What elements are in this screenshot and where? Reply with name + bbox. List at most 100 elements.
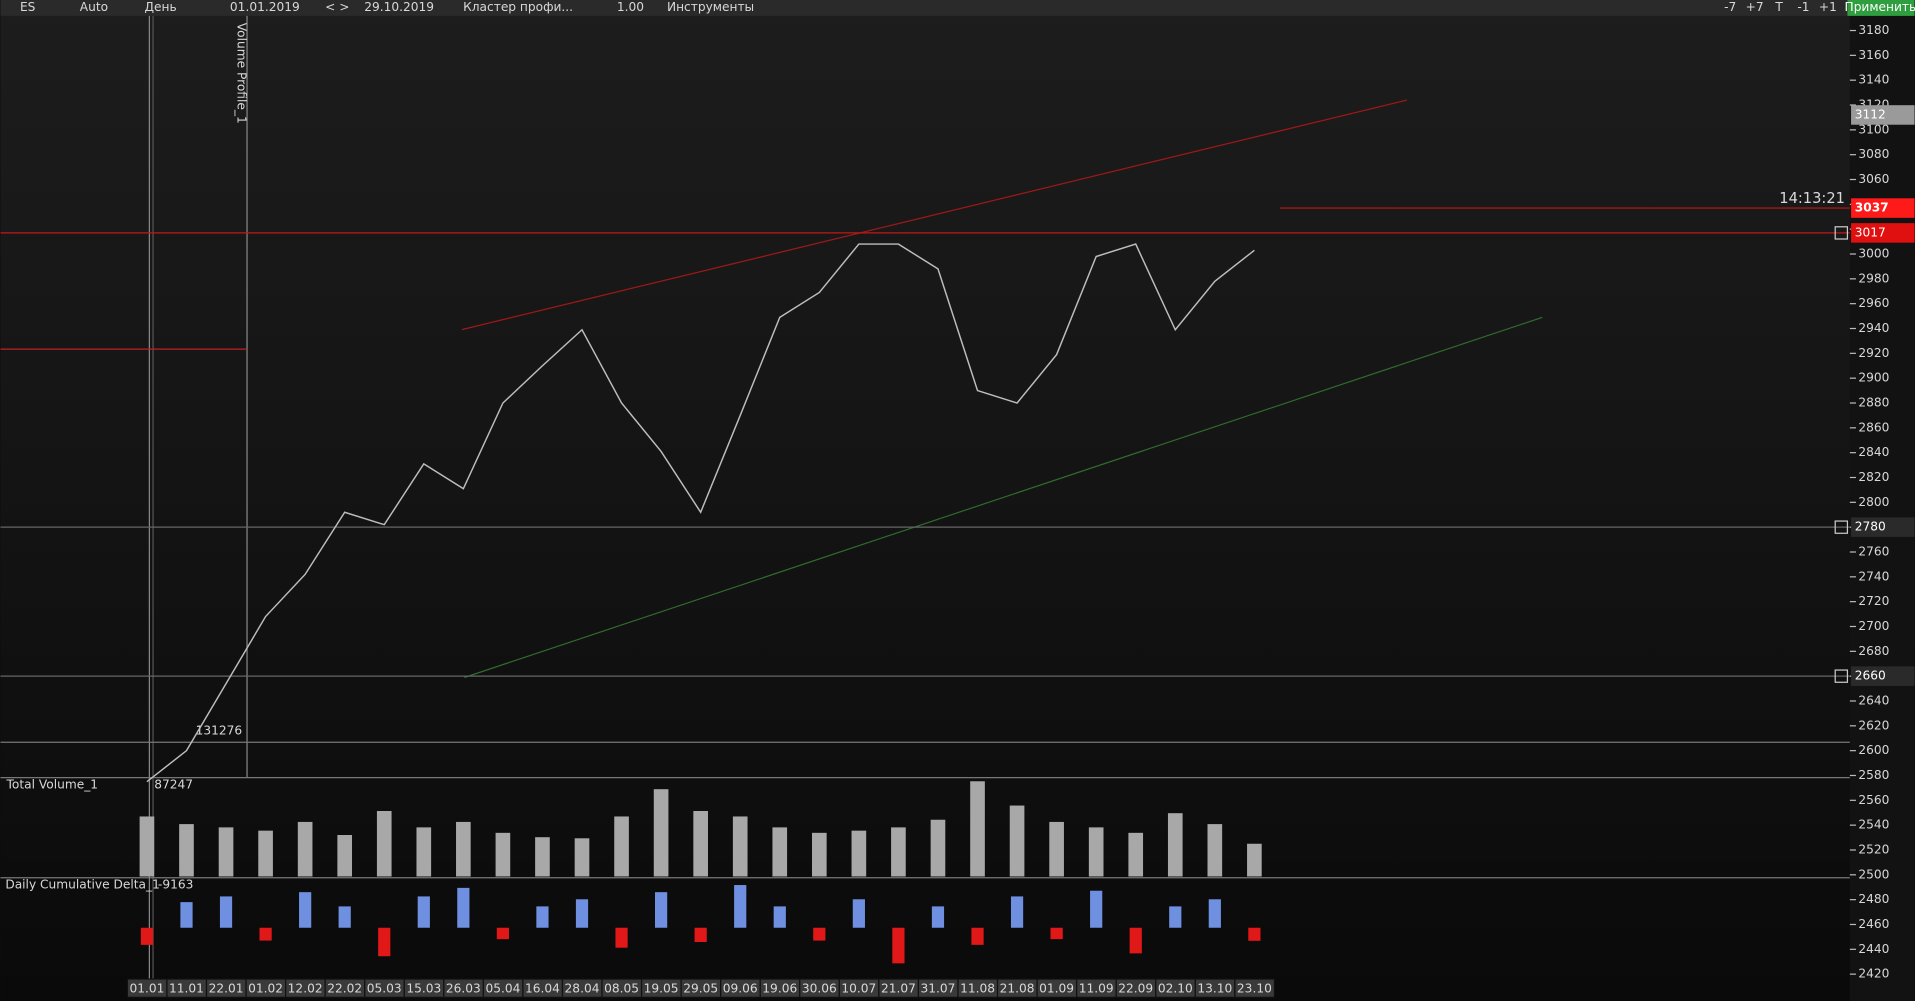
volume-bar — [179, 824, 194, 877]
remove-level[interactable] — [1834, 520, 1849, 534]
volume-bar — [297, 821, 313, 877]
volume-bar — [139, 816, 155, 877]
delta-bar — [457, 887, 470, 928]
y-tick-label: 2520 — [1858, 842, 1889, 856]
x-tick-label: 05.03 — [367, 981, 402, 995]
price-tag — [1851, 198, 1915, 218]
price-tag-label: 2780 — [1855, 520, 1886, 534]
y-tick-label: 2500 — [1858, 867, 1889, 881]
delta-bar — [773, 906, 786, 928]
x-tick-label: 08.05 — [604, 981, 639, 995]
toolbar-button[interactable]: T — [1774, 0, 1783, 14]
volume-bar — [811, 832, 827, 877]
toolbar-button[interactable]: -7 — [1724, 0, 1736, 14]
multiplier[interactable]: 1.00 — [617, 0, 644, 14]
volume-bar — [891, 827, 906, 877]
y-tick-label: 2620 — [1858, 718, 1889, 732]
delta-bar — [417, 896, 430, 928]
delta-bar — [536, 906, 549, 928]
toolbar-button[interactable]: -1 — [1797, 0, 1809, 14]
y-tick-label: 2560 — [1858, 793, 1889, 807]
delta-bar — [1010, 896, 1024, 928]
x-tick-label: 22.02 — [327, 981, 362, 995]
toolbar-button[interactable]: +1 — [1819, 0, 1837, 14]
toolbar-button[interactable]: +7 — [1746, 0, 1764, 14]
date-from[interactable]: 01.01.2019 — [230, 0, 300, 14]
volume-bar — [376, 811, 392, 877]
volume-bar — [218, 827, 234, 877]
y-tick-label: 2640 — [1858, 693, 1889, 707]
x-tick-label: 19.06 — [762, 981, 797, 995]
price-tag-label: 3037 — [1855, 201, 1889, 215]
delta-bar — [575, 899, 589, 928]
volume-bar — [851, 830, 867, 877]
price-tag — [1851, 223, 1915, 243]
delta-last: -9163 — [158, 878, 193, 892]
y-tick-label: 2820 — [1858, 470, 1889, 484]
x-tick-label: 22.09 — [1118, 981, 1153, 995]
volume-bar — [258, 830, 273, 877]
y-tick-label: 2940 — [1858, 321, 1889, 335]
cluster[interactable]: Кластер профи... — [463, 0, 573, 14]
x-tick-label: 19.05 — [644, 981, 679, 995]
x-tick-label: 01.01 — [129, 981, 164, 995]
y-tick-label: 3160 — [1858, 48, 1889, 62]
delta-bar — [615, 927, 628, 948]
symbol[interactable]: ES — [20, 0, 36, 14]
y-tick-label: 2880 — [1858, 396, 1889, 410]
delta-bar — [813, 927, 826, 941]
delta-bar — [219, 896, 233, 928]
volume-bar — [1247, 843, 1262, 877]
volume-bar — [456, 821, 471, 877]
delta-bar — [655, 892, 668, 928]
delta-title: Daily Cumulative Delta_1 — [5, 878, 160, 892]
x-tick-label: 21.07 — [881, 981, 916, 995]
remove-level[interactable] — [1834, 226, 1849, 240]
x-tick-label: 01.09 — [1039, 981, 1074, 995]
x-tick-label: 21.08 — [1000, 981, 1035, 995]
apply[interactable]: Применить — [1845, 0, 1915, 14]
date-to[interactable]: 29.10.2019 — [364, 0, 434, 14]
y-tick-label: 3000 — [1858, 247, 1889, 261]
y-tick-label: 2920 — [1858, 346, 1889, 360]
volume-bar — [1009, 805, 1025, 877]
price-line — [146, 243, 1255, 783]
volume-bar — [574, 838, 590, 877]
volume-bar — [1049, 821, 1064, 877]
y-tick-label: 2980 — [1858, 271, 1889, 285]
x-tick-label: 02.10 — [1158, 981, 1193, 995]
price-tag-label: 2660 — [1855, 669, 1886, 683]
volume-bar — [416, 827, 432, 877]
delta-bar — [694, 927, 707, 942]
price-tag — [1851, 105, 1915, 125]
volume-bar — [337, 835, 353, 877]
delta-bar — [931, 906, 945, 928]
delta-bar — [1050, 927, 1063, 940]
price-axis-bg — [1849, 15, 1915, 1001]
delta-bar — [180, 902, 193, 928]
delta-bar — [1169, 906, 1182, 928]
volume-bar — [772, 827, 788, 877]
delta-bar — [1129, 927, 1142, 954]
delta-bar — [496, 927, 510, 940]
y-tick-label: 2420 — [1858, 967, 1889, 981]
nav[interactable]: < > — [325, 0, 349, 14]
volume-title: Total Volume_1 — [6, 777, 99, 791]
delta-bar — [259, 927, 272, 941]
volume-bar — [1088, 827, 1104, 877]
tools[interactable]: Инструменты — [667, 0, 754, 14]
x-tick-label: 11.08 — [960, 981, 995, 995]
remove-level[interactable] — [1834, 669, 1849, 683]
time-label: 14:13:21 — [1779, 190, 1845, 207]
volume-bar — [732, 816, 748, 877]
volume-bar — [495, 832, 511, 877]
period[interactable]: День — [144, 0, 176, 14]
x-tick-label: 16.04 — [525, 981, 560, 995]
x-tick-label: 31.07 — [921, 981, 956, 995]
y-tick-label: 2440 — [1858, 942, 1889, 956]
apply-button[interactable] — [1847, 0, 1915, 16]
trend-line — [464, 316, 1543, 679]
y-tick-label: 2800 — [1858, 495, 1889, 509]
scale[interactable]: Auto — [80, 0, 108, 14]
